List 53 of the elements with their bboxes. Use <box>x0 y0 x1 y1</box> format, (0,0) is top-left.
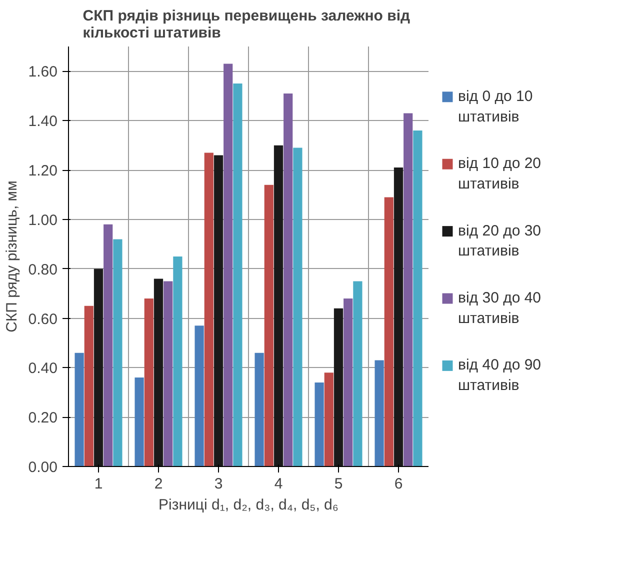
x-tick-label: 2 <box>154 476 163 492</box>
y-tick-label: 0.20 <box>28 410 58 427</box>
bar <box>344 298 353 466</box>
y-tick-label: 0.00 <box>28 459 58 476</box>
x-tick-label: 1 <box>94 476 103 492</box>
bar <box>404 113 413 466</box>
x-tick-label: 3 <box>214 476 223 492</box>
bar <box>94 268 104 466</box>
bar <box>134 378 144 466</box>
bar <box>264 184 274 466</box>
y-tick-label: 0.40 <box>28 360 58 378</box>
bar <box>204 152 214 466</box>
legend-label: від 30 до 40 штативів <box>458 290 542 327</box>
bar <box>293 148 302 466</box>
bar <box>254 352 264 466</box>
bar <box>104 224 113 466</box>
bar <box>413 130 422 466</box>
bar <box>284 93 293 466</box>
y-tick-label: 1.40 <box>28 113 58 130</box>
bar <box>394 168 404 466</box>
legend-label: від 0 до 10 штативів <box>458 88 533 126</box>
y-tick-label: 0.60 <box>28 310 58 328</box>
y-tick-label: 0.80 <box>28 261 58 278</box>
y-tick-label: 1.60 <box>28 64 58 81</box>
x-tick-label: 4 <box>274 476 283 492</box>
bar <box>324 372 334 466</box>
x-axis-title: Різниці d₁, d₂, d₃, d₄, d₅, d₆ <box>158 496 338 514</box>
bar <box>384 197 394 466</box>
bar <box>274 145 284 466</box>
bar <box>233 84 242 466</box>
bar <box>334 308 344 466</box>
chart-title: СКП рядів різниць перевищень залежно від кількості штативів <box>82 8 411 42</box>
legend-label: від 20 до 30 штативів <box>458 222 542 260</box>
bar <box>84 306 94 466</box>
bar <box>74 352 84 466</box>
bar <box>113 239 122 466</box>
y-axis-title: СКП ряду різниць, мм <box>3 180 20 332</box>
bar <box>164 281 173 466</box>
bar <box>144 298 154 466</box>
x-tick-label: 6 <box>394 476 403 492</box>
bar <box>353 281 362 466</box>
y-tick-label: 1.00 <box>28 212 58 229</box>
y-tick-label: 1.20 <box>28 162 58 180</box>
bar <box>374 360 384 466</box>
bar <box>194 326 204 466</box>
x-tick-label: 5 <box>334 476 343 492</box>
bar <box>173 256 182 466</box>
legend-label: від 40 до 90 штативів <box>458 356 542 394</box>
bar <box>214 155 224 466</box>
bar <box>154 278 164 466</box>
legend-label: від 10 до 20 штативів <box>458 155 542 192</box>
bar <box>314 382 324 466</box>
bar <box>224 64 233 466</box>
